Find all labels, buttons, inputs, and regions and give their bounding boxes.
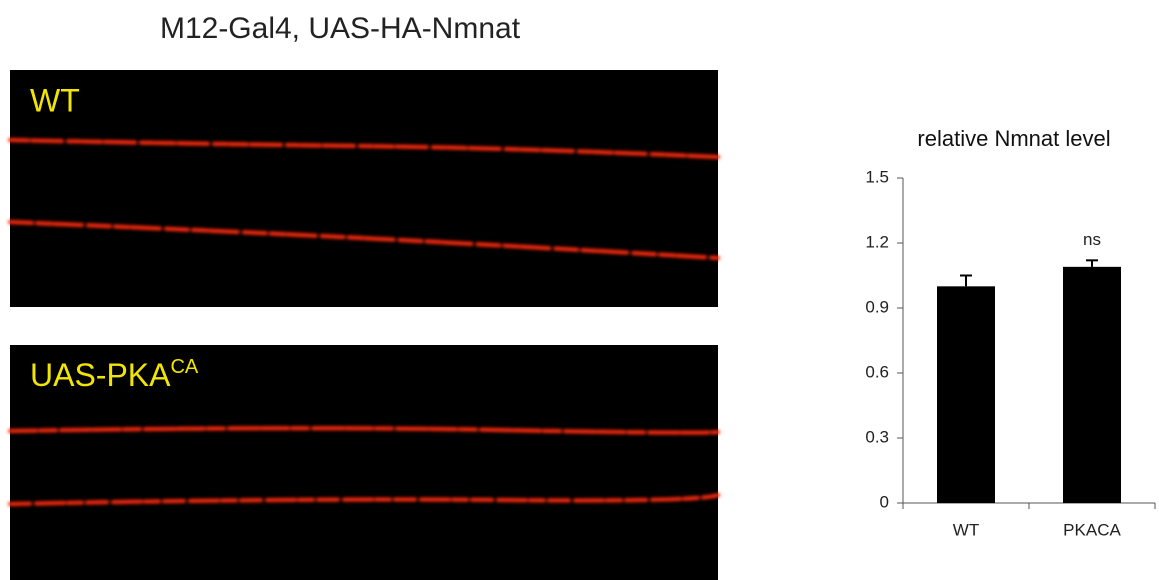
chart-title: relative Nmnat level <box>917 126 1110 151</box>
y-tick-label: 1.5 <box>865 167 889 186</box>
y-tick-label: 0.9 <box>865 297 889 316</box>
micrograph-pkaca: UAS-PKACA <box>8 345 720 580</box>
panel-label-main: UAS-PKA <box>30 357 171 393</box>
panel-label: UAS-PKACA <box>30 356 199 393</box>
panel-label: WT <box>30 82 80 118</box>
figure-title: M12-Gal4, UAS-HA-Nmnat <box>160 12 521 45</box>
significance-label: ns <box>1083 230 1101 249</box>
x-tick-label: WT <box>953 520 979 539</box>
y-tick-label: 0 <box>880 492 889 511</box>
bar <box>1063 266 1121 503</box>
bar <box>937 286 995 503</box>
micrograph-wt: WT <box>8 70 720 307</box>
bar-chart: 0 0.3 0.6 0.9 1.2 1.5 WT PKACA ns <box>865 167 1156 539</box>
x-tick-label: PKACA <box>1063 520 1121 539</box>
y-tick-label: 1.2 <box>865 232 889 251</box>
y-tick-label: 0.3 <box>865 427 889 446</box>
panel-label-superscript: CA <box>170 356 198 378</box>
y-tick-label: 0.6 <box>865 362 889 381</box>
